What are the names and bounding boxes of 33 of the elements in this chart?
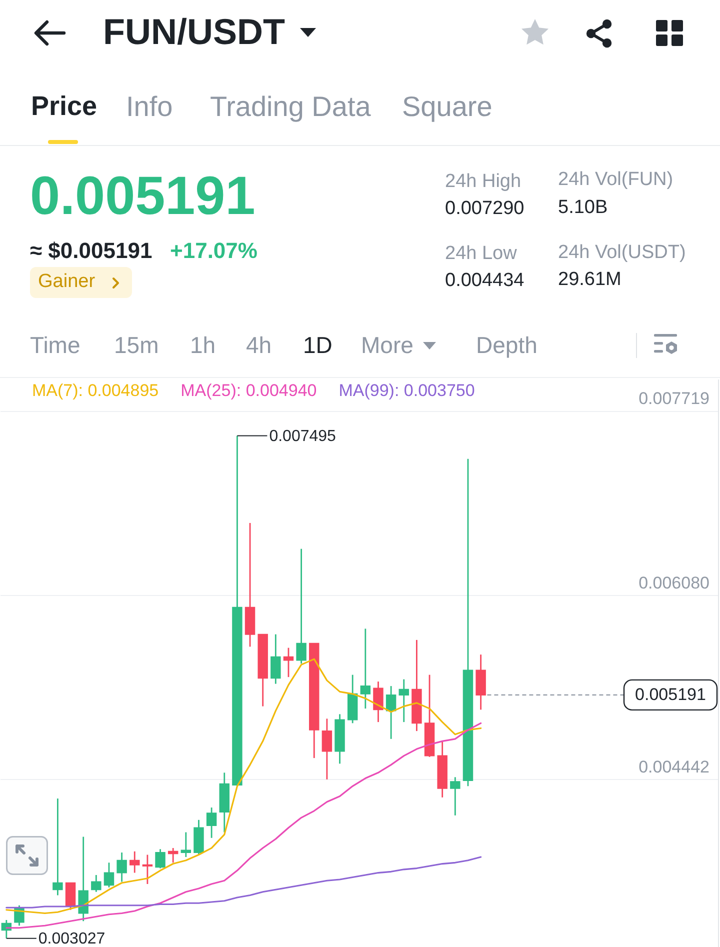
text: 0.007290 [445, 198, 524, 220]
text: 1D [303, 332, 332, 358]
annotation: 0.007495 [269, 428, 336, 445]
text: MA(25): 0.004940 [180, 381, 317, 401]
y-tick-label: 0.006080 [638, 573, 710, 592]
text: +17.07% [170, 238, 258, 264]
text: ≈ $0.005191 [30, 238, 152, 264]
text: More [361, 332, 414, 358]
text: 4h [246, 332, 272, 358]
text: 5.10B [558, 196, 608, 219]
text: 29.61M [558, 268, 622, 291]
annotation: 0.003027 [38, 930, 106, 947]
text: 24h Vol(FUN) [558, 168, 674, 191]
text: 1h [190, 332, 216, 358]
text: MA(7): 0.004895 [32, 381, 159, 401]
text: Trading Data [210, 90, 371, 123]
text: Gainer [38, 270, 96, 293]
text: Depth [476, 332, 538, 358]
text: 24h Low [445, 242, 517, 265]
text: Price [31, 91, 98, 122]
text: 24h Vol(USDT) [558, 242, 686, 264]
y-tick-label: 0.004442 [638, 758, 710, 777]
text: Time [30, 332, 80, 358]
text: 0.005191 [30, 166, 256, 226]
text: Info [126, 90, 173, 123]
y-tick-label: 0.007719 [638, 389, 710, 408]
text: MA(99): 0.003750 [338, 381, 475, 401]
text: 0.004434 [445, 270, 524, 292]
text: 24h High [445, 170, 522, 193]
text: 15m [114, 332, 159, 358]
chart-title: FUN/USDT [103, 11, 285, 52]
ref-line-label: 0.005191 [635, 684, 706, 704]
text: Square [402, 90, 492, 123]
